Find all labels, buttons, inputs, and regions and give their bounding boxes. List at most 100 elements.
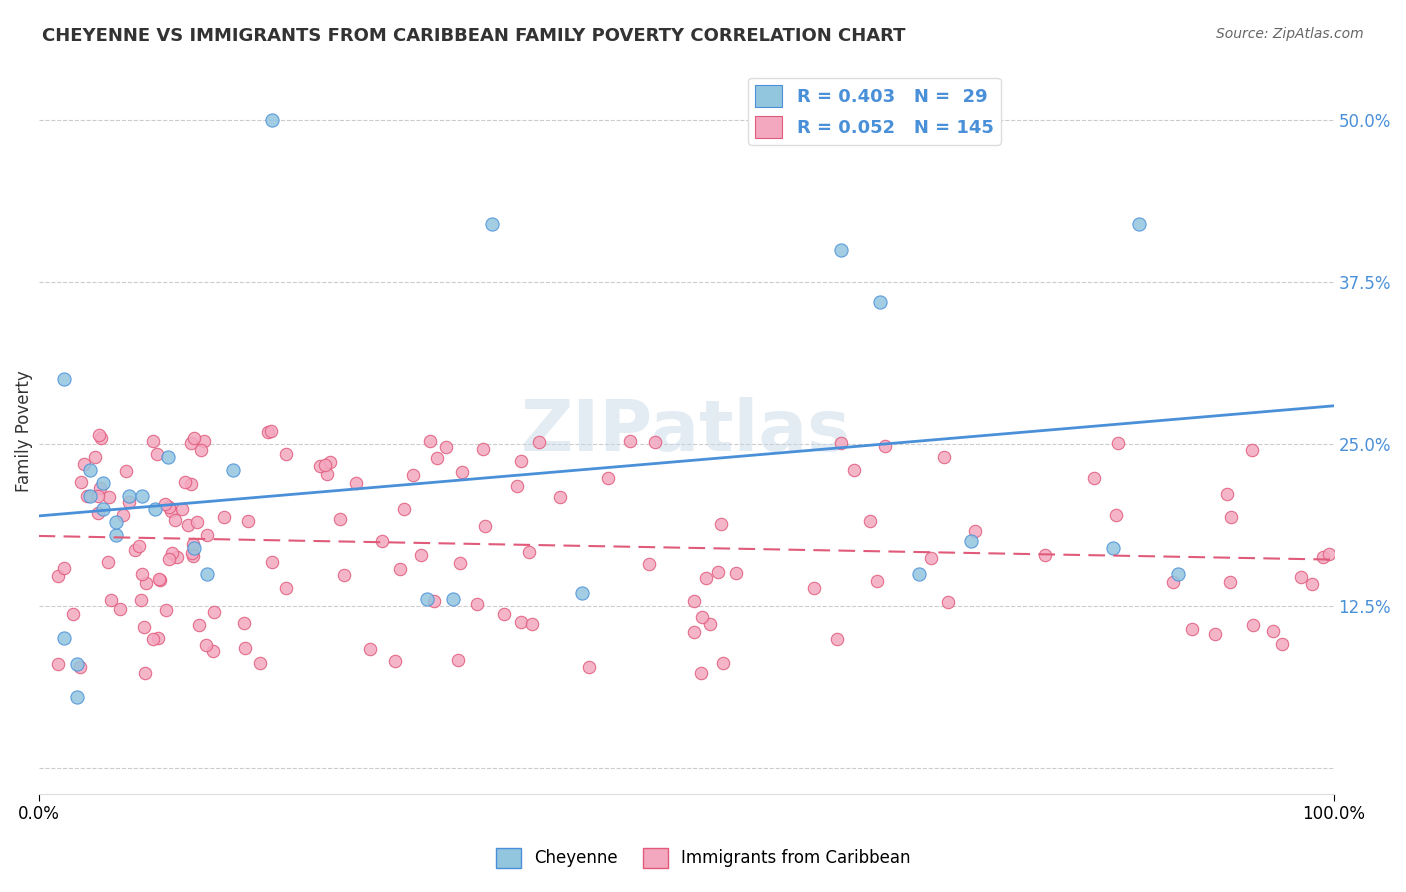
Point: [143, 501, 166, 516]
Point: [66, 657, 89, 672]
Point: [644, 435, 666, 450]
Point: [707, 565, 730, 579]
Point: [1167, 566, 1189, 581]
Point: [142, 434, 165, 448]
Point: [402, 468, 425, 483]
Point: [1128, 217, 1150, 231]
Point: [238, 514, 260, 528]
Point: [183, 549, 205, 564]
Point: [359, 642, 381, 657]
Point: [1105, 508, 1128, 523]
Point: [233, 641, 256, 656]
Point: [91, 475, 114, 490]
Point: [506, 479, 529, 493]
Point: [105, 515, 128, 529]
Point: [155, 603, 177, 617]
Point: [173, 475, 195, 489]
Point: [69, 660, 91, 674]
Point: [451, 465, 474, 479]
Point: [98, 490, 121, 504]
Point: [129, 593, 152, 607]
Point: [159, 500, 181, 515]
Point: [1107, 436, 1129, 450]
Point: [333, 567, 356, 582]
Point: [97, 555, 120, 569]
Point: [83, 450, 105, 464]
Point: [260, 113, 283, 128]
Point: [695, 571, 717, 585]
Point: [89, 481, 111, 495]
Point: [105, 527, 128, 541]
Point: [249, 656, 271, 670]
Point: [233, 616, 256, 631]
Point: [159, 503, 181, 517]
Point: [46, 569, 69, 583]
Point: [87, 489, 110, 503]
Point: [859, 514, 882, 528]
Point: [153, 497, 176, 511]
Point: [510, 615, 533, 630]
Point: [222, 463, 245, 477]
Point: [494, 607, 516, 622]
Point: [128, 539, 150, 553]
Point: [434, 440, 457, 454]
Point: [481, 217, 503, 231]
Point: [157, 450, 180, 464]
Point: [89, 427, 111, 442]
Point: [53, 632, 76, 646]
Point: [188, 618, 211, 632]
Point: [212, 510, 235, 524]
Point: [66, 690, 89, 704]
Point: [1301, 577, 1323, 591]
Point: [183, 431, 205, 445]
Point: [830, 243, 852, 257]
Point: [194, 639, 217, 653]
Point: [195, 528, 218, 542]
Point: [202, 644, 225, 658]
Point: [69, 475, 91, 489]
Point: [142, 632, 165, 646]
Point: [683, 625, 706, 640]
Point: [416, 592, 439, 607]
Point: [690, 665, 713, 680]
Point: [1319, 547, 1341, 561]
Point: [124, 543, 146, 558]
Point: [527, 435, 550, 450]
Point: [419, 434, 441, 448]
Point: [1181, 622, 1204, 636]
Point: [803, 581, 825, 595]
Point: [474, 518, 496, 533]
Point: [1161, 575, 1184, 590]
Point: [114, 464, 136, 478]
Point: [157, 552, 180, 566]
Point: [1102, 541, 1125, 555]
Point: [181, 536, 204, 550]
Point: [699, 617, 721, 632]
Point: [392, 502, 415, 516]
Point: [866, 574, 889, 589]
Point: [1263, 624, 1285, 638]
Point: [724, 566, 747, 580]
Point: [370, 533, 392, 548]
Point: [160, 546, 183, 560]
Point: [118, 489, 141, 503]
Point: [186, 515, 208, 529]
Legend: R = 0.403   N =  29, R = 0.052   N = 145: R = 0.403 N = 29, R = 0.052 N = 145: [748, 78, 1001, 145]
Point: [932, 450, 955, 465]
Point: [825, 632, 848, 646]
Point: [62, 607, 84, 622]
Point: [517, 545, 540, 559]
Point: [260, 424, 283, 438]
Point: [1271, 637, 1294, 651]
Point: [908, 566, 931, 581]
Point: [344, 476, 367, 491]
Point: [91, 501, 114, 516]
Point: [170, 502, 193, 516]
Point: [90, 431, 112, 445]
Point: [146, 632, 169, 646]
Point: [1204, 627, 1226, 641]
Point: [869, 294, 891, 309]
Point: [108, 602, 131, 616]
Point: [86, 506, 108, 520]
Point: [710, 516, 733, 531]
